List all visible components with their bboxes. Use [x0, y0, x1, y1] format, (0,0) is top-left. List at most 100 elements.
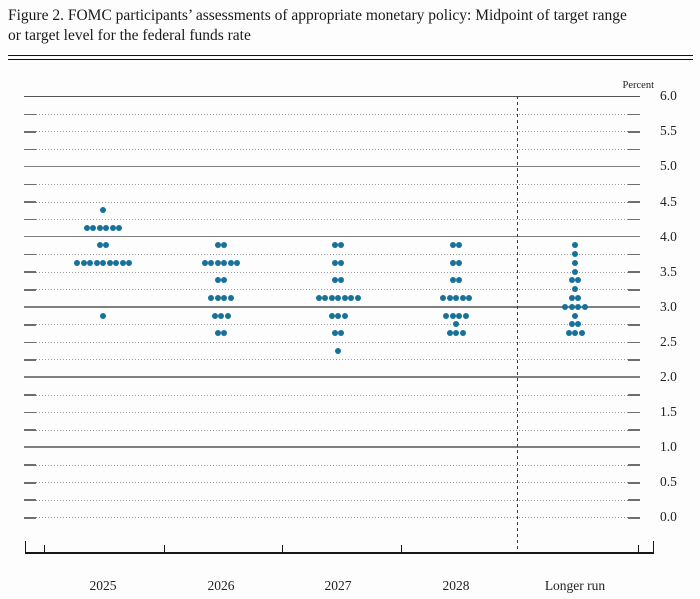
- column-label-2025: 2025: [89, 578, 117, 593]
- y-tick-label-0.5: 0.5: [660, 474, 677, 490]
- projection-dot: [96, 224, 103, 231]
- gridline-5.75: [24, 113, 640, 115]
- x-axis-end-stroke: [25, 541, 27, 552]
- projection-dot: [100, 207, 106, 214]
- grid-left-tick: [24, 288, 36, 291]
- projection-dot: [568, 303, 575, 310]
- column-label-longer-run: Longer run: [544, 578, 606, 593]
- longer-run-separator-line: [517, 96, 518, 552]
- dot-plot-chart: Percent 6.0 5.5 5.0 4.5 4.0 3.5 3.0 2.5 2.0 1.5 1.…: [0, 80, 700, 599]
- grid-right-tick: [628, 517, 640, 519]
- grid-right-tick: [628, 183, 640, 186]
- grid-right-tick: [628, 324, 640, 326]
- grid-right-tick: [628, 429, 640, 431]
- projection-dot: [572, 259, 578, 266]
- projection-dot: [443, 312, 450, 319]
- projection-dot: [575, 303, 582, 310]
- projection-dot: [214, 330, 221, 337]
- projection-dot: [354, 295, 361, 302]
- projection-dot: [227, 295, 234, 302]
- projection-dot: [201, 259, 208, 266]
- grid-left-tick: [24, 341, 36, 344]
- projection-dot: [459, 295, 466, 302]
- grid-left-tick: [24, 464, 36, 466]
- grid-left-tick: [24, 394, 36, 396]
- gridline-2.50: [24, 341, 640, 343]
- projection-dot: [331, 259, 338, 266]
- gridline-4.25: [24, 219, 640, 221]
- grid-right-tick: [628, 271, 640, 274]
- projection-dot: [568, 321, 575, 328]
- y-tick-label-3.5: 3.5: [660, 263, 677, 279]
- y-tick-label-2.5: 2.5: [660, 333, 677, 349]
- gridline-5.50: [24, 131, 640, 133]
- projection-dot: [224, 312, 231, 319]
- projection-dot: [100, 259, 106, 266]
- projection-dot: [106, 259, 113, 266]
- projection-dot: [575, 295, 582, 302]
- gridline-3.75: [24, 254, 640, 256]
- grid-left-tick: [24, 359, 36, 361]
- gridline-2.00: [24, 376, 640, 378]
- projection-dot: [456, 312, 463, 319]
- x-axis-line: [25, 552, 654, 554]
- gridline-5.25: [24, 148, 640, 150]
- projection-dot: [126, 259, 132, 266]
- x-axis-end-stroke: [653, 541, 655, 552]
- grid-right-tick: [628, 481, 640, 484]
- gridline-5.00: [24, 165, 640, 168]
- projection-dot: [100, 312, 106, 319]
- y-tick-label-1.0: 1.0: [660, 439, 677, 455]
- grid-left-tick: [24, 113, 36, 116]
- projection-dot: [221, 259, 228, 266]
- projection-dot: [109, 224, 116, 231]
- grid-right-tick: [628, 113, 640, 116]
- gridline-4.75: [24, 184, 640, 185]
- projection-dot: [338, 242, 345, 249]
- projection-dot: [335, 347, 341, 354]
- projection-dot: [453, 330, 459, 337]
- projection-dot: [234, 259, 241, 266]
- gridline-6.00: [24, 95, 640, 98]
- projection-dot: [456, 259, 463, 266]
- projection-dot: [322, 295, 328, 302]
- grid-left-tick: [24, 253, 36, 256]
- projection-dot: [227, 259, 234, 266]
- x-axis-boundary-tick: [44, 545, 46, 552]
- projection-dot: [466, 295, 472, 302]
- projection-dot: [449, 312, 456, 319]
- projection-dot: [449, 277, 456, 284]
- grid-left-tick: [24, 481, 36, 484]
- grid-left-tick: [24, 271, 36, 274]
- gridline-4.00: [24, 235, 640, 238]
- grid-left-tick: [24, 411, 36, 414]
- figure-title-line-1: Figure 2. FOMC participants’ assessments…: [8, 7, 627, 24]
- projection-dot: [335, 312, 341, 319]
- projection-dot: [96, 242, 103, 249]
- projection-dot: [572, 251, 578, 258]
- projection-dot: [440, 295, 446, 302]
- grid-right-tick: [628, 253, 640, 256]
- projection-dot: [331, 277, 338, 284]
- gridline-1.75: [24, 394, 640, 396]
- projection-dot: [572, 330, 578, 337]
- projection-dot: [74, 259, 80, 266]
- gridline-1.50: [24, 412, 640, 414]
- projection-dot: [568, 295, 575, 302]
- projection-dot: [572, 242, 578, 249]
- projection-dot: [338, 259, 345, 266]
- x-axis-boundary-tick: [638, 545, 640, 552]
- projection-dot: [335, 295, 341, 302]
- projection-dot: [459, 330, 466, 337]
- grid-left-tick: [24, 218, 36, 221]
- x-axis-boundary-tick: [282, 545, 284, 552]
- column-label-2027: 2027: [324, 578, 352, 593]
- y-tick-label-3.0: 3.0: [660, 298, 677, 314]
- projection-dot: [449, 259, 456, 266]
- y-tick-label-5.0: 5.0: [660, 158, 677, 174]
- y-tick-label-5.5: 5.5: [660, 123, 677, 139]
- projection-dot: [341, 295, 348, 302]
- gridline-0.00: [24, 517, 640, 519]
- projection-dot: [331, 330, 338, 337]
